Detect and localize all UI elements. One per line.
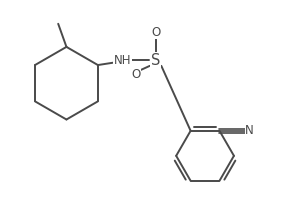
Text: S: S (151, 53, 160, 68)
Text: O: O (131, 68, 140, 81)
Text: O: O (151, 26, 160, 39)
Text: N: N (245, 124, 254, 137)
Text: NH: NH (114, 54, 131, 67)
